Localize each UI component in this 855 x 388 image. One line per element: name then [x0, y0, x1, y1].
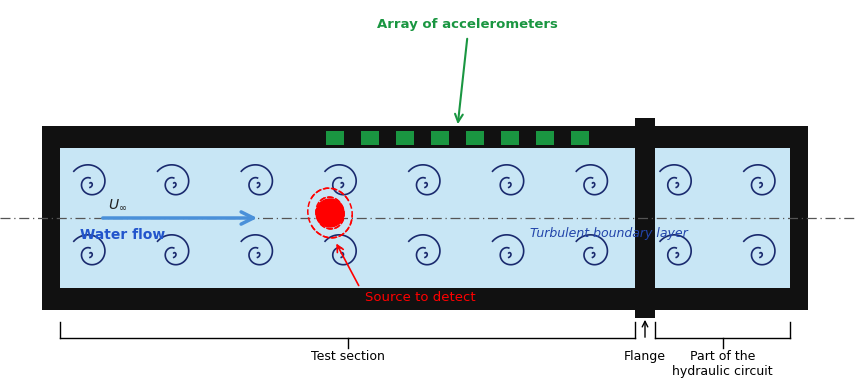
Bar — [431, 131, 449, 145]
Text: Flange: Flange — [624, 350, 666, 363]
Bar — [571, 131, 589, 145]
Circle shape — [316, 199, 344, 227]
Bar — [536, 131, 554, 145]
Bar — [635, 118, 655, 318]
Bar — [60, 148, 790, 288]
Text: Test section: Test section — [310, 350, 385, 363]
Text: Array of accelerometers: Array of accelerometers — [377, 18, 558, 31]
Text: Part of the
hydraulic circuit: Part of the hydraulic circuit — [672, 350, 773, 378]
Bar — [466, 131, 484, 145]
Text: $U_{\infty}$: $U_{\infty}$ — [108, 198, 127, 212]
Bar — [361, 131, 379, 145]
Bar — [42, 126, 60, 310]
Bar — [790, 126, 808, 310]
Text: Water flow: Water flow — [80, 228, 165, 242]
Bar — [396, 131, 414, 145]
Bar — [501, 131, 519, 145]
Text: Source to detect: Source to detect — [365, 291, 475, 304]
Bar — [326, 131, 344, 145]
Bar — [60, 288, 790, 310]
Bar — [60, 126, 790, 148]
Text: Turbulent boundary layer: Turbulent boundary layer — [530, 227, 687, 239]
